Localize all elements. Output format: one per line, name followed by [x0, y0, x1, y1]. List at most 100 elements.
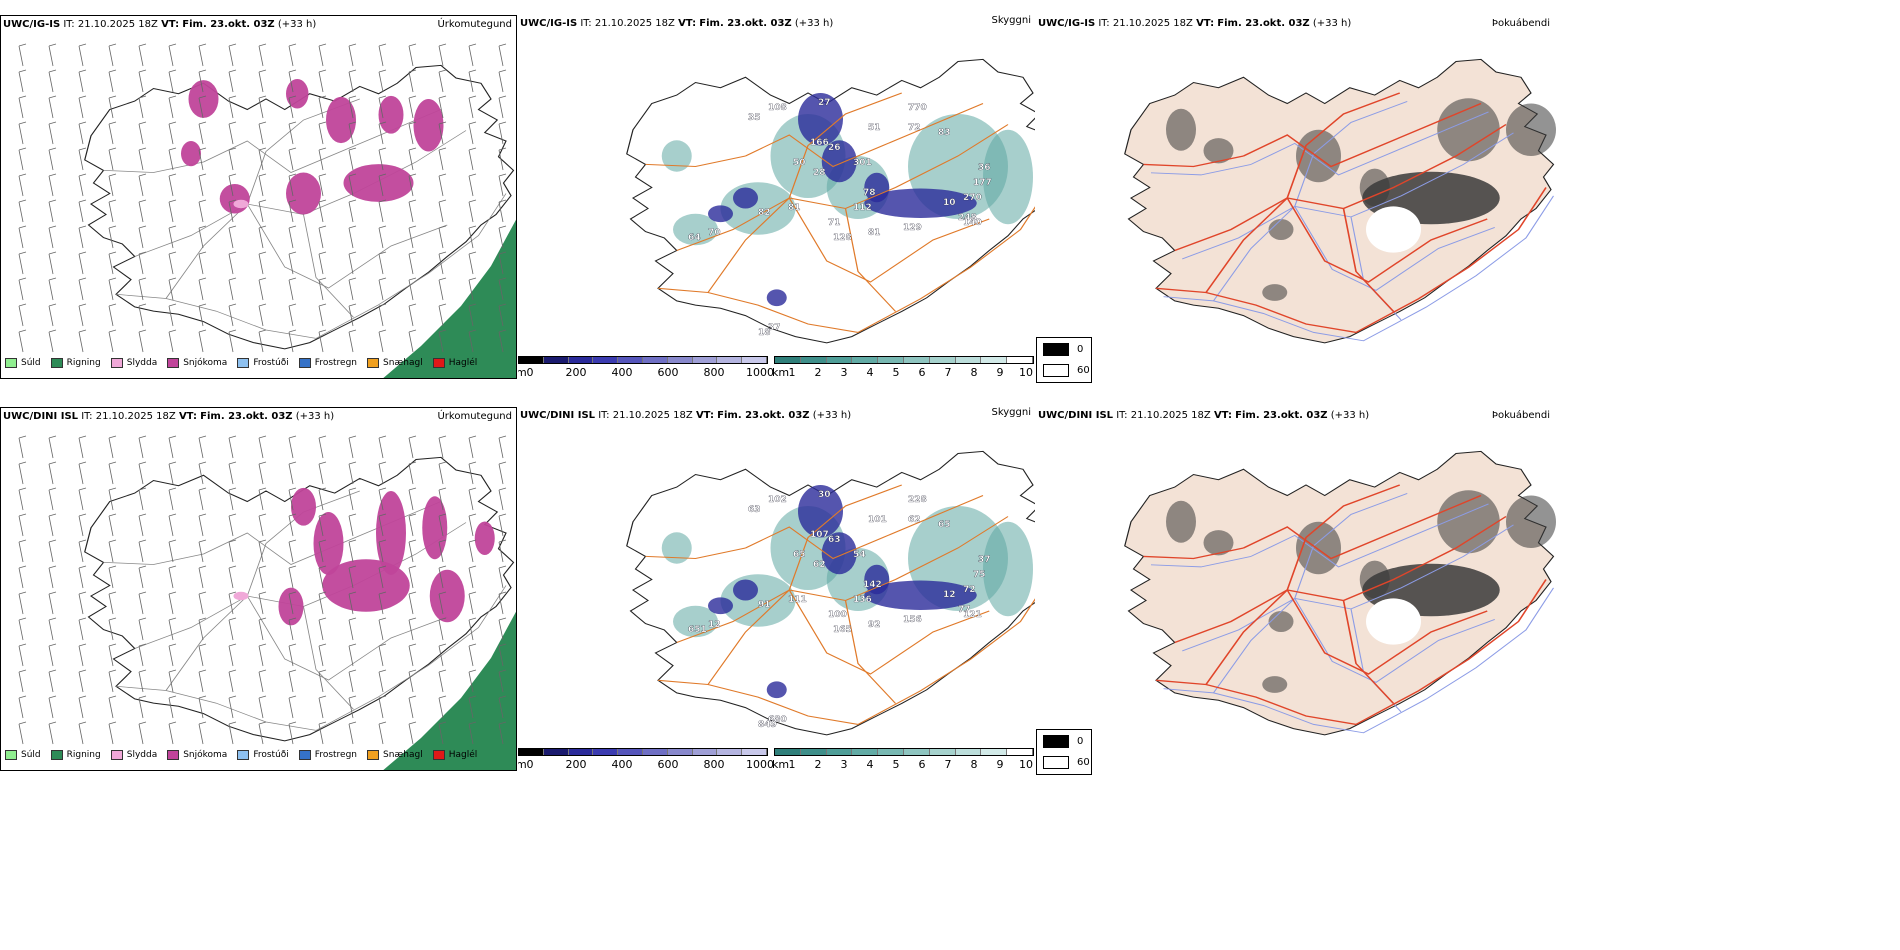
ceiling-value-label: 12 — [708, 620, 721, 630]
model-name: UWC/IG-IS — [1038, 18, 1096, 29]
wind-barb — [18, 147, 27, 171]
wind-barb — [468, 643, 477, 667]
wind-barb — [138, 513, 147, 537]
wind-barb — [438, 43, 447, 67]
it-value: 21.10.2025 18Z — [1112, 18, 1193, 29]
wind-barb — [408, 199, 417, 223]
wind-barb — [318, 225, 327, 249]
wind-barb — [378, 225, 387, 249]
legend-label: Haglél — [448, 358, 478, 368]
wind-barb — [168, 643, 177, 667]
wind-barb — [438, 303, 447, 327]
road-line — [745, 103, 984, 168]
ceiling-value-label: 102 — [768, 495, 787, 505]
wind-barb — [198, 669, 207, 693]
ceiling-value-label: 128 — [833, 233, 852, 243]
ceiling-area — [864, 172, 890, 203]
wind-barb — [78, 121, 87, 145]
snow-area — [413, 99, 444, 152]
wind-barb — [408, 695, 417, 719]
wind-barb — [288, 643, 297, 667]
wind-barb — [498, 173, 507, 197]
snow-area — [286, 79, 309, 109]
field-name: Úrkomutegund — [437, 19, 512, 30]
ceiling-value-label: 10 — [943, 198, 956, 208]
wind-barb — [498, 95, 507, 119]
colorbar-tick: 0 — [526, 758, 534, 771]
panel-title: UWC/DINI ISL IT: 21.10.2025 18Z VT: Fim.… — [3, 411, 334, 422]
wind-barb — [318, 277, 327, 301]
wind-barb — [498, 513, 507, 537]
colorbar-cell — [852, 357, 879, 363]
wind-barb — [348, 329, 357, 353]
colorbar-cell — [618, 749, 643, 755]
colorbar-tick: 2 — [814, 758, 822, 771]
visibility-panel-top: UWC/IG-IS IT: 21.10.2025 18Z VT: Fim. 23… — [518, 15, 1035, 379]
wind-barb — [498, 539, 507, 563]
wind-barb — [258, 277, 267, 301]
wind-barb — [198, 69, 207, 93]
wind-barb — [18, 121, 27, 145]
road-line — [788, 589, 990, 675]
wind-barb — [198, 173, 207, 197]
fog-panel-top: UWC/IG-IS IT: 21.10.2025 18Z VT: Fim. 23… — [1036, 15, 1560, 379]
colorbar-tick: 9 — [996, 758, 1004, 771]
wind-barb — [318, 643, 327, 667]
wind-barb — [498, 435, 507, 459]
wind-barb — [78, 69, 87, 93]
road-line — [1155, 187, 1547, 334]
rain-area — [383, 219, 516, 378]
legend-swatch — [167, 358, 180, 368]
wind-barb — [108, 461, 117, 485]
wind-barb — [438, 147, 447, 171]
wind-barb — [378, 591, 387, 615]
road-line — [1342, 208, 1395, 312]
sleet-area — [233, 591, 249, 601]
legend-item: Snjókoma — [167, 750, 227, 760]
wind-barb — [108, 43, 117, 67]
wind-barb — [108, 695, 117, 719]
wind-barb — [168, 565, 177, 589]
ceiling-value-label: 71 — [828, 218, 841, 228]
model-name: UWC/IG-IS — [520, 18, 578, 29]
wind-barb — [408, 303, 417, 327]
ceiling-value-label: 112 — [853, 203, 872, 213]
wind-barb — [138, 251, 147, 275]
wind-barb — [438, 251, 447, 275]
wind-barb — [408, 591, 417, 615]
wind-barb — [18, 69, 27, 93]
wind-barb — [198, 303, 207, 327]
colorbar-cell — [903, 357, 930, 363]
wind-barb — [78, 251, 87, 275]
wind-barb — [198, 591, 207, 615]
wind-barb — [18, 669, 27, 693]
vt-label: VT: — [161, 19, 180, 30]
wind-barb — [318, 303, 327, 327]
precip-map — [18, 43, 516, 378]
legend-swatch — [110, 358, 123, 368]
colorbar-tick: 6 — [918, 758, 926, 771]
wind-barb — [498, 199, 507, 223]
wind-barb — [378, 565, 387, 589]
fog-map — [1124, 450, 1556, 736]
road-line — [246, 595, 448, 681]
wind-barb — [468, 591, 477, 615]
wind-barb — [438, 539, 447, 563]
wind-barb — [18, 303, 27, 327]
ceiling-value-label: 30 — [818, 490, 831, 500]
legend-swatch — [298, 750, 311, 760]
wind-barb — [438, 695, 447, 719]
river-line — [1150, 163, 1252, 176]
vt-value: Fim. 23.okt. 03Z — [1235, 410, 1328, 421]
wind-barb — [288, 147, 297, 171]
ceiling-value-label: 37 — [768, 323, 781, 333]
wind-barb — [198, 277, 207, 301]
wind-barb — [78, 643, 87, 667]
wind-barb — [468, 225, 477, 249]
road-line — [745, 495, 984, 560]
ceiling-value-label: 81 — [788, 203, 801, 213]
road-line — [246, 203, 448, 289]
wind-barb — [498, 147, 507, 171]
wind-barb — [438, 669, 447, 693]
legend-item: Snæhagl — [367, 358, 423, 368]
